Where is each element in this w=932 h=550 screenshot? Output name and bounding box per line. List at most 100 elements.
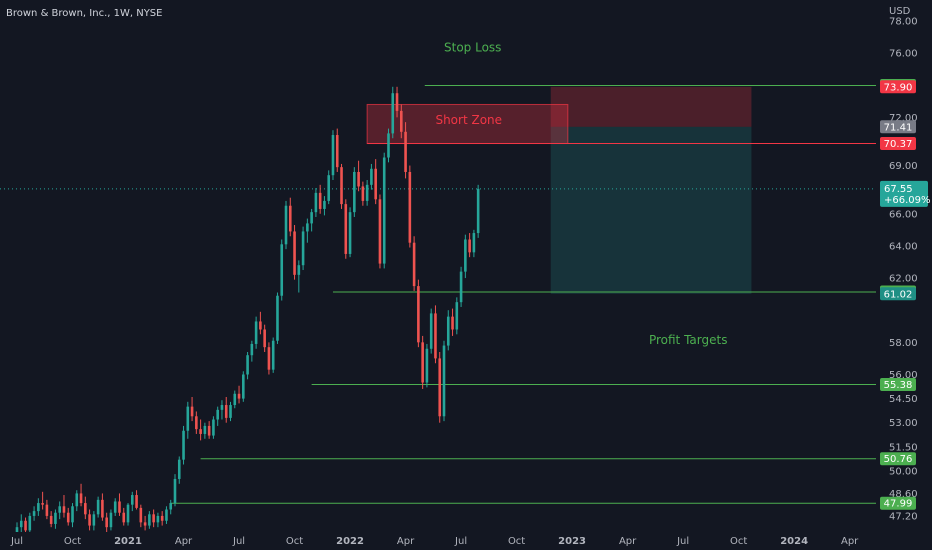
badge-target-bg [880, 287, 916, 301]
zones-layer [366, 86, 752, 294]
annotation-label: Stop Loss [444, 40, 501, 54]
x-tick-label: 2021 [114, 536, 142, 547]
candle [468, 239, 471, 253]
last-price-badge-bg [880, 180, 928, 207]
candle [79, 493, 83, 504]
candle [246, 355, 249, 375]
candle [263, 329, 266, 348]
annotation-label: Short Zone [435, 113, 502, 127]
candle [417, 286, 420, 343]
candle [24, 520, 27, 531]
candle [259, 321, 262, 330]
candle [357, 171, 360, 187]
price-badges: 73.9873.9071.4170.3767.55+66.09%61.1361.… [880, 79, 931, 510]
candle [288, 205, 292, 232]
candle [442, 345, 446, 417]
annotation-label: Profit Targets [649, 333, 728, 347]
annotations-layer: Stop Loss Short Zone Profit Targets [435, 40, 727, 347]
candle [54, 512, 57, 524]
time-axis-background [0, 532, 880, 550]
badge-70-37: 70.37 [884, 139, 913, 150]
y-tick-label: 54.50 [889, 394, 918, 405]
candle [207, 425, 211, 436]
candle [66, 512, 70, 523]
candle [425, 348, 429, 383]
candle [267, 347, 271, 370]
candle [276, 295, 279, 341]
currency-label: USD [889, 6, 911, 17]
candle [190, 406, 194, 417]
candle [476, 188, 480, 234]
candle [62, 506, 66, 513]
candle [195, 416, 198, 430]
candle [224, 405, 228, 418]
candle [242, 374, 245, 399]
y-tick-label: 62.00 [889, 274, 918, 285]
candle [122, 512, 126, 523]
candle [143, 522, 147, 526]
candle [254, 321, 258, 344]
candle [148, 514, 151, 526]
badge-70-37-bg [880, 137, 916, 151]
candle [382, 157, 386, 264]
candle [310, 212, 313, 224]
badge-stop-bg [880, 80, 916, 94]
candle [182, 430, 185, 460]
badge-50-76-bg [880, 452, 916, 466]
candle [301, 231, 305, 266]
y-tick-label: 66.00 [889, 209, 918, 220]
y-tick-label: 72.00 [889, 113, 918, 124]
candle [314, 192, 318, 213]
candle [71, 506, 74, 523]
candle [84, 503, 87, 515]
y-tick-label: 58.00 [889, 338, 918, 349]
y-tick-label: 56.00 [889, 370, 918, 381]
candle [88, 514, 91, 526]
candle [113, 501, 117, 513]
candle [75, 493, 79, 507]
candle [101, 499, 104, 518]
candle [280, 244, 284, 296]
candle [45, 504, 49, 516]
candle [361, 186, 365, 201]
candle [434, 313, 437, 359]
x-tick-label: Apr [841, 536, 859, 547]
candle [331, 135, 335, 176]
candle [49, 515, 53, 524]
candle [370, 168, 373, 185]
candle [165, 509, 168, 521]
candle [126, 504, 130, 523]
time-axis[interactable]: Jul Oct 2021 Apr Jul Oct 2022 Apr Jul Oct 2023 Apr J… [0, 532, 880, 550]
candle [220, 405, 224, 410]
candle [118, 501, 121, 513]
candle [404, 131, 407, 172]
candle [455, 302, 459, 330]
y-tick-label: 47.20 [889, 511, 918, 522]
profit-zone [550, 126, 752, 294]
candle [323, 200, 326, 209]
candle [459, 271, 463, 303]
x-tick-label: Jul [10, 536, 23, 547]
x-tick-label: 2022 [336, 536, 364, 547]
badge-stop: 73.90 [884, 82, 913, 93]
candle [156, 515, 160, 523]
badge-47-99-bg [880, 496, 916, 510]
badge-50-76: 50.76 [884, 454, 913, 465]
candle [438, 358, 442, 417]
badge-entry-bg [880, 120, 916, 134]
candle [96, 499, 100, 515]
candle [464, 239, 467, 272]
x-tick-label: Jul [454, 536, 467, 547]
last-price-value: 67.55 [884, 184, 913, 195]
x-tick-label: Oct [64, 536, 81, 547]
x-tick-label: Apr [175, 536, 193, 547]
candle [177, 459, 181, 479]
candle [395, 93, 399, 111]
x-tick-label: Oct [730, 536, 747, 547]
candle [391, 93, 395, 134]
candle [335, 135, 339, 168]
candle [216, 409, 219, 420]
y-tick-label: 48.60 [889, 489, 918, 500]
